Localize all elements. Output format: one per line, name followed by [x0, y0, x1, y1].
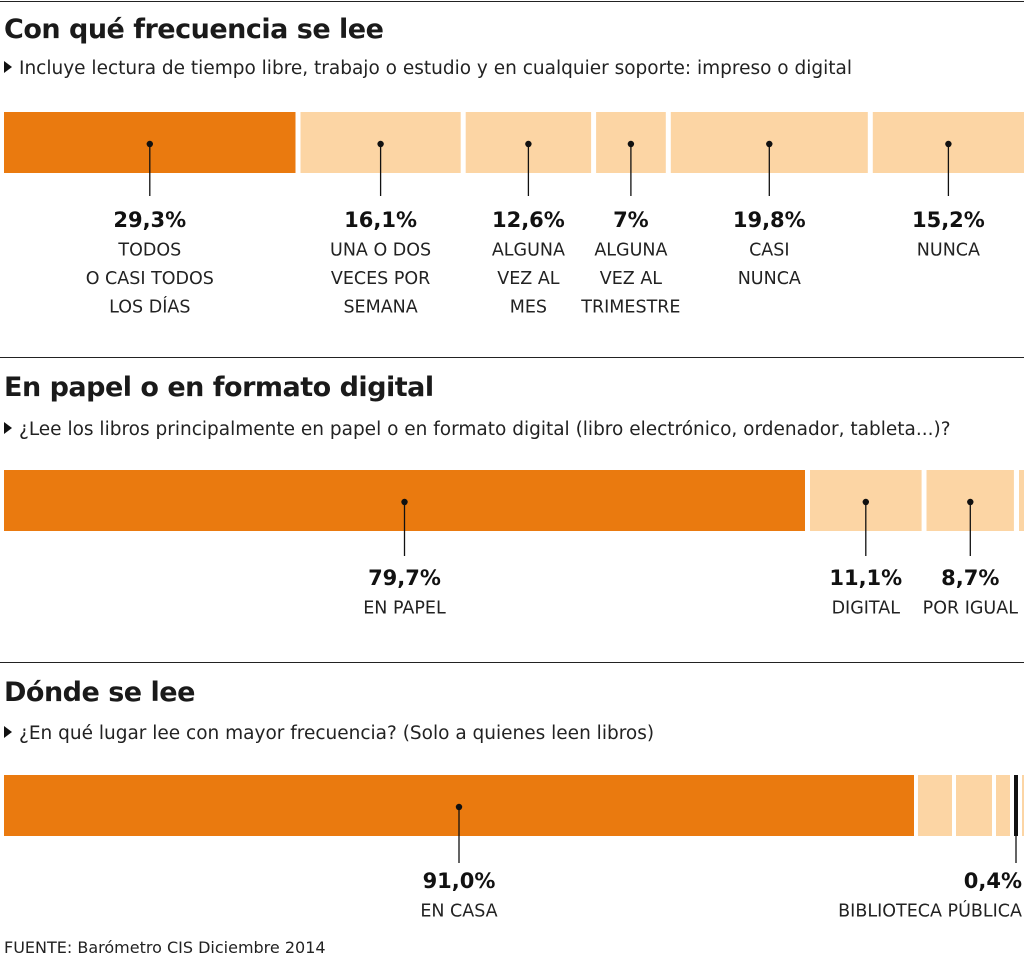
triangle-bullet-icon [4, 61, 12, 73]
bar-segment [1019, 470, 1024, 531]
category-label: DIGITAL [832, 599, 901, 619]
section-divider [0, 357, 1024, 358]
chart-subtitle: Incluye lectura de tiempo libre, trabajo… [4, 58, 852, 79]
top-rule [0, 1, 1024, 2]
section-frecuencia: Con qué frecuencia se lee Incluye lectur… [0, 0, 1024, 350]
category-label: EN PAPEL [363, 599, 446, 619]
category-label: TODOS [117, 241, 181, 261]
category-label: BIBLIOTECA PÚBLICA [838, 900, 1022, 922]
value-label: 11,1% [829, 566, 902, 590]
category-label: ALGUNA [492, 241, 565, 261]
chart-subtitle-text: ¿En qué lugar lee con mayor frecuencia? … [19, 723, 655, 744]
value-label: 8,7% [941, 566, 999, 590]
value-label: 7% [613, 208, 649, 232]
chart-subtitle-text: Incluye lectura de tiempo libre, trabajo… [19, 58, 852, 79]
category-label: O CASI TODOS [86, 269, 214, 289]
value-label: 91,0% [423, 869, 496, 893]
category-label: EN CASA [420, 902, 497, 922]
value-label: 79,7% [368, 566, 441, 590]
category-label: NUNCA [738, 269, 801, 289]
category-label: VEZ AL [497, 269, 560, 289]
category-label: CASI [749, 241, 789, 261]
chart-donde: 91,0% EN CASA 0,4% BIBLIOTECA PÚBLICA [4, 775, 1024, 922]
bar-segment [956, 775, 992, 836]
value-label: 12,6% [492, 208, 565, 232]
category-label: UNA O DOS [330, 241, 431, 261]
category-label: SEMANA [343, 298, 417, 318]
triangle-bullet-icon [4, 422, 12, 434]
category-label: MES [510, 298, 547, 318]
chart-title: En papel o en formato digital [4, 372, 434, 403]
bar-segment [1014, 775, 1018, 836]
chart-frecuencia: 29,3% TODOS O CASI TODOS LOS DÍAS 16,1% UNA O… [4, 112, 1024, 318]
section-divider [0, 662, 1024, 663]
category-label: VEZ AL [600, 269, 663, 289]
category-label: ALGUNA [594, 241, 667, 261]
value-label: 29,3% [113, 208, 186, 232]
value-label: 16,1% [344, 208, 417, 232]
chart-formato: 79,7% EN PAPEL 11,1% DIGITAL 8,7% POR IGUAL [4, 470, 1024, 619]
category-label: VECES POR [331, 269, 430, 289]
chart-subtitle: ¿En qué lugar lee con mayor frecuencia? … [4, 723, 654, 744]
bar-segment [1022, 775, 1024, 836]
category-label: POR IGUAL [923, 599, 1019, 619]
bar-segment [918, 775, 952, 836]
section-formato: En papel o en formato digital ¿Lee los l… [0, 358, 1024, 658]
chart-subtitle: ¿Lee los libros principalmente en papel … [4, 419, 951, 440]
source-note: FUENTE: Barómetro CIS Diciembre 2014 [4, 938, 326, 957]
value-label: 19,8% [733, 208, 806, 232]
value-label: 0,4% [964, 869, 1022, 893]
triangle-bullet-icon [4, 726, 12, 738]
chart-title: Dónde se lee [4, 677, 195, 708]
chart-title: Con qué frecuencia se lee [4, 14, 384, 45]
category-label: NUNCA [917, 241, 980, 261]
bar-segment [996, 775, 1010, 836]
category-label: LOS DÍAS [109, 296, 190, 318]
value-label: 15,2% [912, 208, 985, 232]
section-donde: Dónde se lee ¿En qué lugar lee con mayor… [0, 663, 1024, 933]
chart-subtitle-text: ¿Lee los libros principalmente en papel … [19, 419, 951, 440]
category-label: TRIMESTRE [580, 298, 680, 318]
